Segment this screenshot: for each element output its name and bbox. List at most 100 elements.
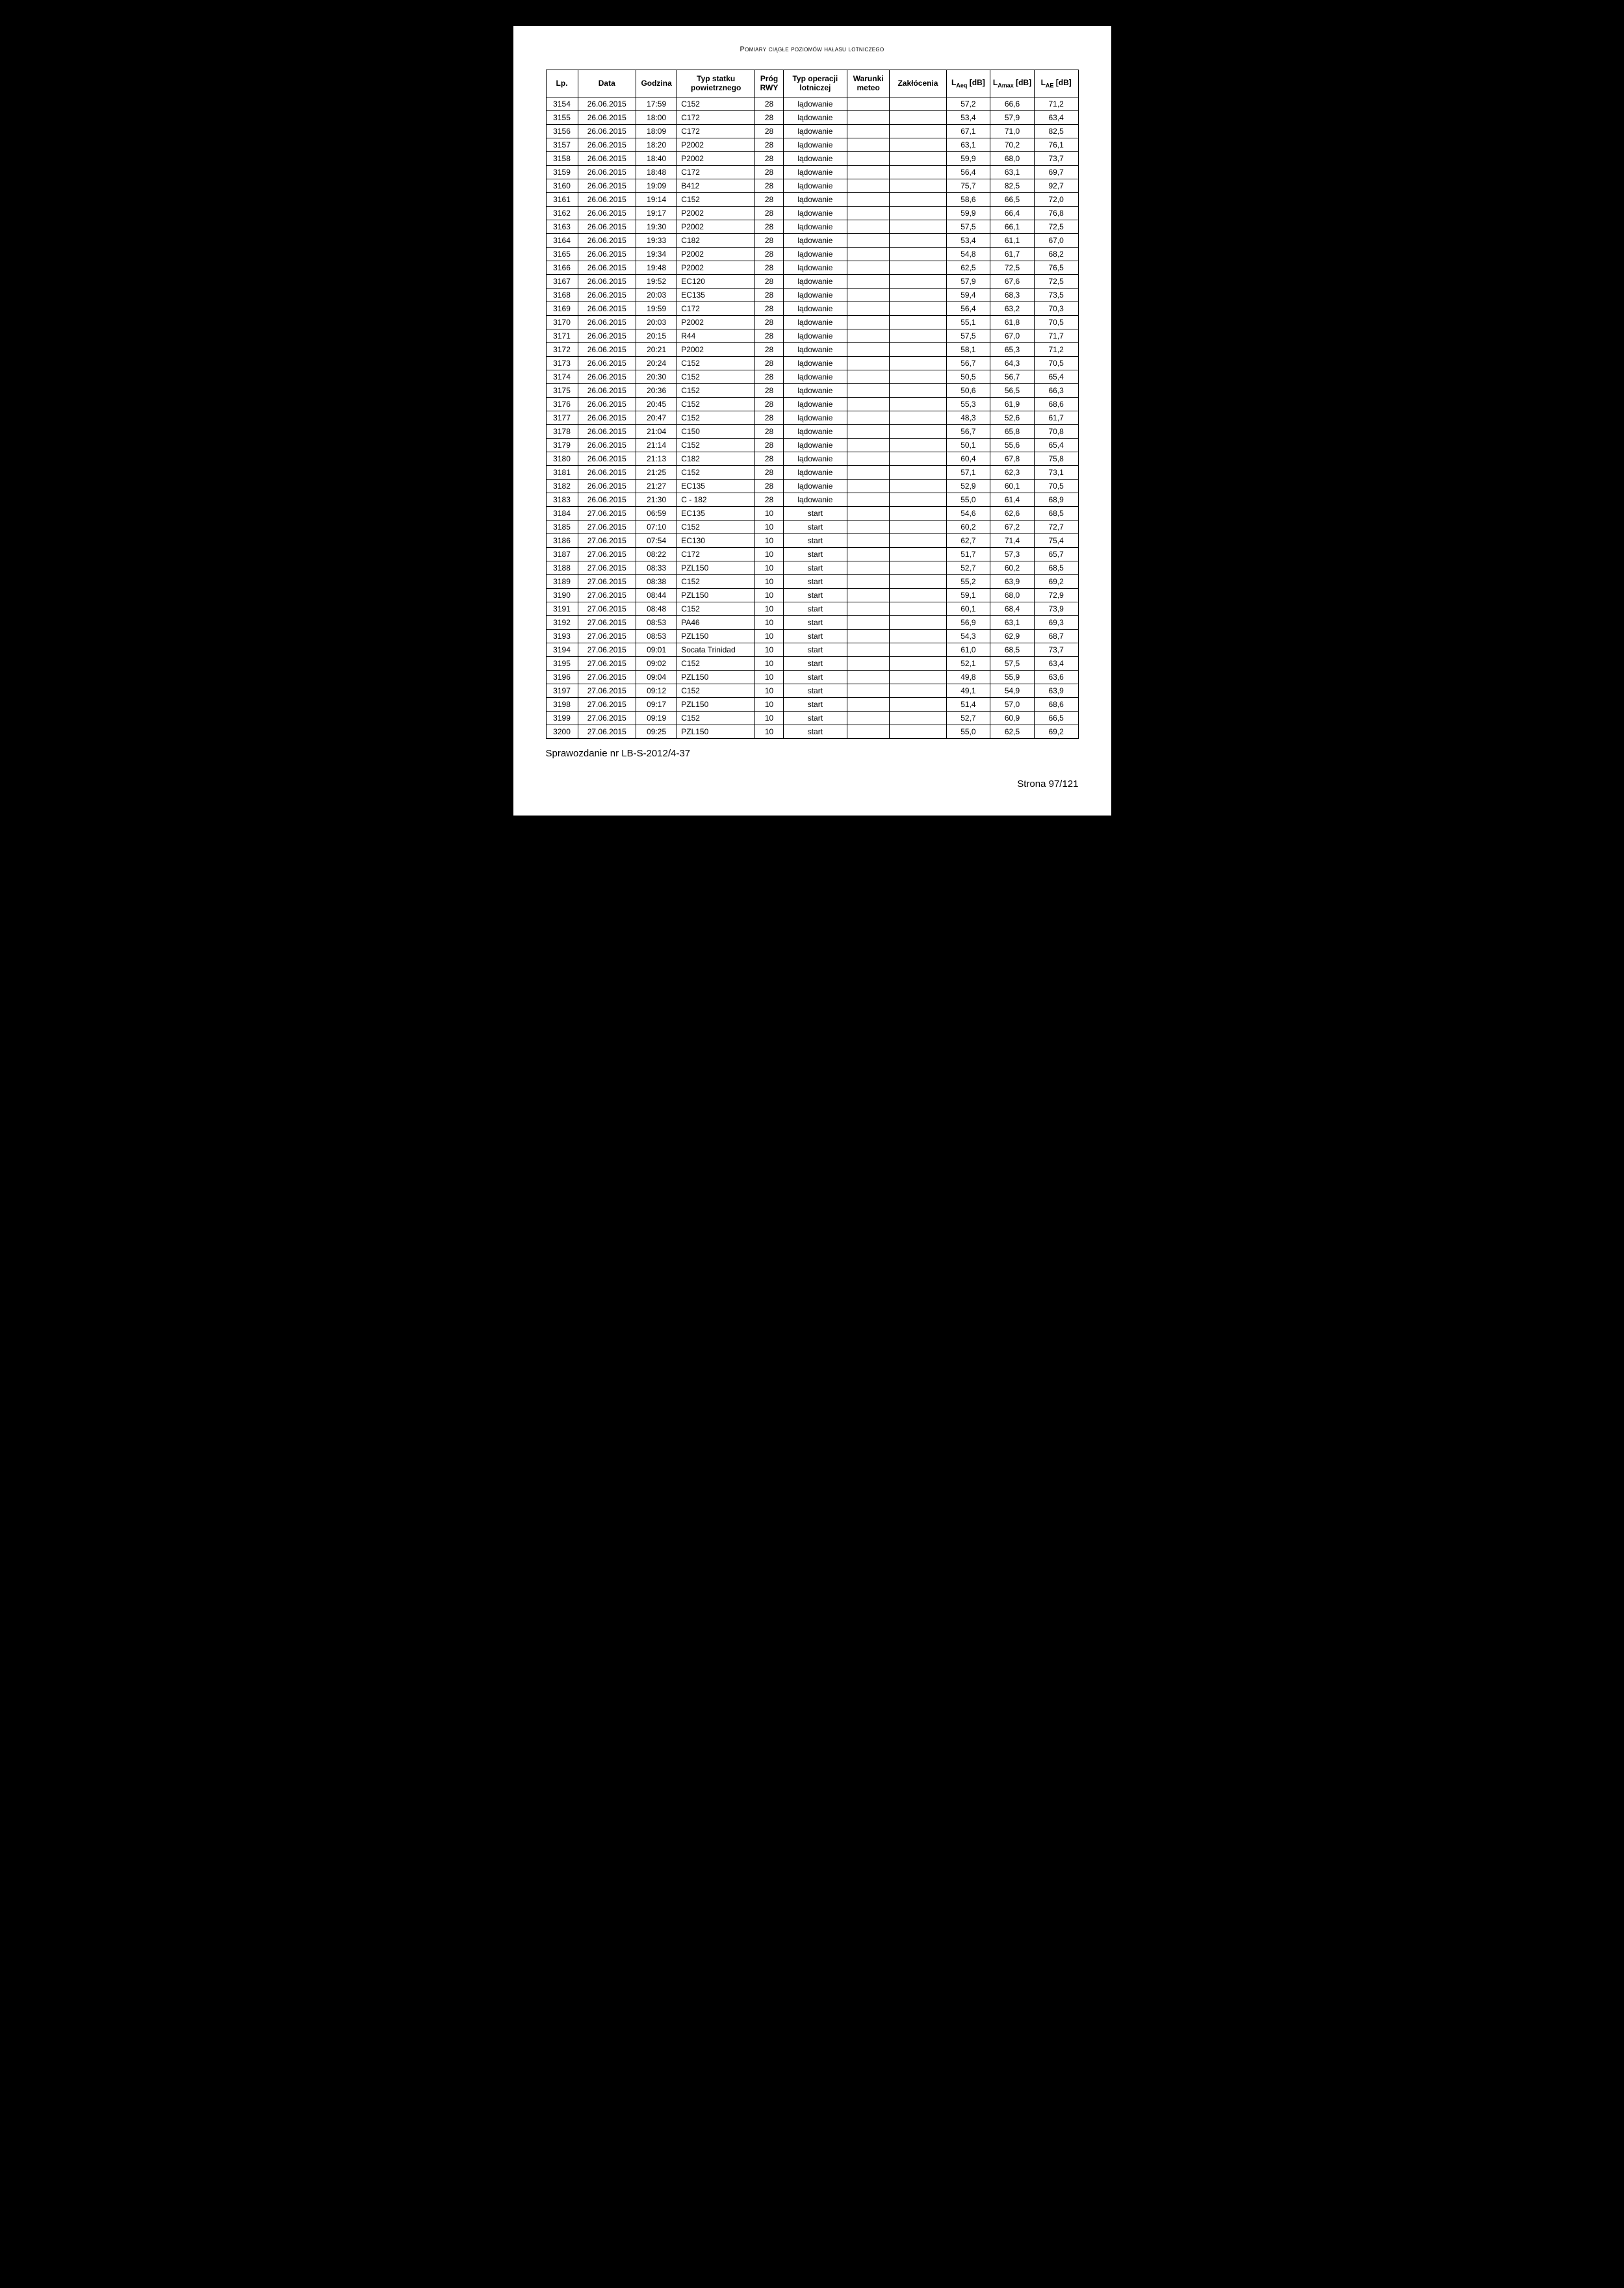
- table-cell: 3199: [546, 711, 578, 725]
- table-cell: 21:14: [636, 438, 677, 452]
- table-cell: [847, 383, 889, 397]
- table-cell: [890, 561, 946, 574]
- table-cell: P2002: [677, 247, 755, 261]
- table-cell: 65,7: [1034, 547, 1078, 561]
- table-cell: 62,6: [990, 506, 1035, 520]
- table-cell: 3159: [546, 165, 578, 179]
- table-cell: lądowanie: [783, 315, 847, 329]
- table-cell: 27.06.2015: [578, 506, 636, 520]
- table-row: 319927.06.201509:19C15210start52,760,966…: [546, 711, 1078, 725]
- table-cell: lądowanie: [783, 274, 847, 288]
- table-cell: 19:34: [636, 247, 677, 261]
- table-cell: 69,2: [1034, 725, 1078, 738]
- table-cell: start: [783, 711, 847, 725]
- table-cell: [847, 315, 889, 329]
- table-cell: 18:00: [636, 110, 677, 124]
- table-cell: [847, 370, 889, 383]
- table-cell: 54,3: [946, 629, 990, 643]
- table-cell: 27.06.2015: [578, 656, 636, 670]
- table-cell: 28: [755, 356, 784, 370]
- table-cell: 28: [755, 424, 784, 438]
- table-head: Lp. Data Godzina Typ statku powietrznego…: [546, 70, 1078, 97]
- table-cell: 21:04: [636, 424, 677, 438]
- table-cell: lądowanie: [783, 138, 847, 151]
- table-cell: [847, 547, 889, 561]
- table-cell: C - 182: [677, 493, 755, 506]
- table-cell: [890, 711, 946, 725]
- table-cell: 54,8: [946, 247, 990, 261]
- col-zaklocenia: Zakłócenia: [890, 70, 946, 97]
- table-cell: 3185: [546, 520, 578, 533]
- table-cell: 49,8: [946, 670, 990, 684]
- table-cell: 61,9: [990, 397, 1035, 411]
- table-cell: 3192: [546, 615, 578, 629]
- table-row: 316826.06.201520:03EC13528lądowanie59,46…: [546, 288, 1078, 302]
- table-cell: 20:03: [636, 315, 677, 329]
- table-cell: 68,6: [1034, 697, 1078, 711]
- table-cell: 3200: [546, 725, 578, 738]
- table-cell: start: [783, 520, 847, 533]
- table-cell: 60,1: [990, 479, 1035, 493]
- table-cell: 66,3: [1034, 383, 1078, 397]
- table-cell: lądowanie: [783, 165, 847, 179]
- table-row: 315826.06.201518:40P200228lądowanie59,96…: [546, 151, 1078, 165]
- table-cell: [890, 302, 946, 315]
- table-cell: 65,3: [990, 342, 1035, 356]
- table-cell: 76,1: [1034, 138, 1078, 151]
- table-cell: lądowanie: [783, 397, 847, 411]
- table-cell: 66,6: [990, 97, 1035, 110]
- table-cell: [847, 533, 889, 547]
- table-cell: 3164: [546, 233, 578, 247]
- table-cell: [847, 725, 889, 738]
- table-cell: 17:59: [636, 97, 677, 110]
- table-cell: [847, 465, 889, 479]
- table-cell: 73,7: [1034, 643, 1078, 656]
- table-cell: 18:09: [636, 124, 677, 138]
- table-cell: [847, 138, 889, 151]
- table-cell: [890, 574, 946, 588]
- table-cell: C152: [677, 383, 755, 397]
- table-cell: 18:40: [636, 151, 677, 165]
- table-cell: 26.06.2015: [578, 370, 636, 383]
- table-cell: 06:59: [636, 506, 677, 520]
- page-container: Pomiary ciągłe poziomów hałasu lotniczeg…: [513, 26, 1111, 816]
- table-cell: B412: [677, 179, 755, 192]
- table-cell: 28: [755, 165, 784, 179]
- table-cell: 67,0: [990, 329, 1035, 342]
- table-row: 318427.06.201506:59EC13510start54,662,66…: [546, 506, 1078, 520]
- table-cell: 57,9: [946, 274, 990, 288]
- table-cell: 54,6: [946, 506, 990, 520]
- table-cell: 3194: [546, 643, 578, 656]
- table-cell: 67,1: [946, 124, 990, 138]
- table-cell: 28: [755, 220, 784, 233]
- table-cell: 3163: [546, 220, 578, 233]
- table-cell: [847, 602, 889, 615]
- table-cell: [847, 247, 889, 261]
- table-cell: P2002: [677, 206, 755, 220]
- table-cell: 56,5: [990, 383, 1035, 397]
- table-cell: [890, 670, 946, 684]
- table-cell: PZL150: [677, 697, 755, 711]
- table-cell: 3176: [546, 397, 578, 411]
- table-row: 318126.06.201521:25C15228lądowanie57,162…: [546, 465, 1078, 479]
- table-cell: 57,5: [946, 329, 990, 342]
- table-row: 318326.06.201521:30C - 18228lądowanie55,…: [546, 493, 1078, 506]
- table-cell: 75,8: [1034, 452, 1078, 465]
- table-cell: C152: [677, 192, 755, 206]
- table-row: 315926.06.201518:48C17228lądowanie56,463…: [546, 165, 1078, 179]
- table-cell: 09:12: [636, 684, 677, 697]
- table-cell: 3171: [546, 329, 578, 342]
- table-cell: lądowanie: [783, 192, 847, 206]
- table-cell: lądowanie: [783, 247, 847, 261]
- table-cell: 55,6: [990, 438, 1035, 452]
- table-cell: 28: [755, 329, 784, 342]
- table-cell: 27.06.2015: [578, 643, 636, 656]
- table-cell: 63,4: [1034, 110, 1078, 124]
- table-row: 318226.06.201521:27EC13528lądowanie52,96…: [546, 479, 1078, 493]
- table-cell: 3169: [546, 302, 578, 315]
- table-cell: lądowanie: [783, 261, 847, 274]
- table-cell: 20:21: [636, 342, 677, 356]
- col-laeq: LAeq [dB]: [946, 70, 990, 97]
- table-row: 317626.06.201520:45C15228lądowanie55,361…: [546, 397, 1078, 411]
- table-cell: C172: [677, 547, 755, 561]
